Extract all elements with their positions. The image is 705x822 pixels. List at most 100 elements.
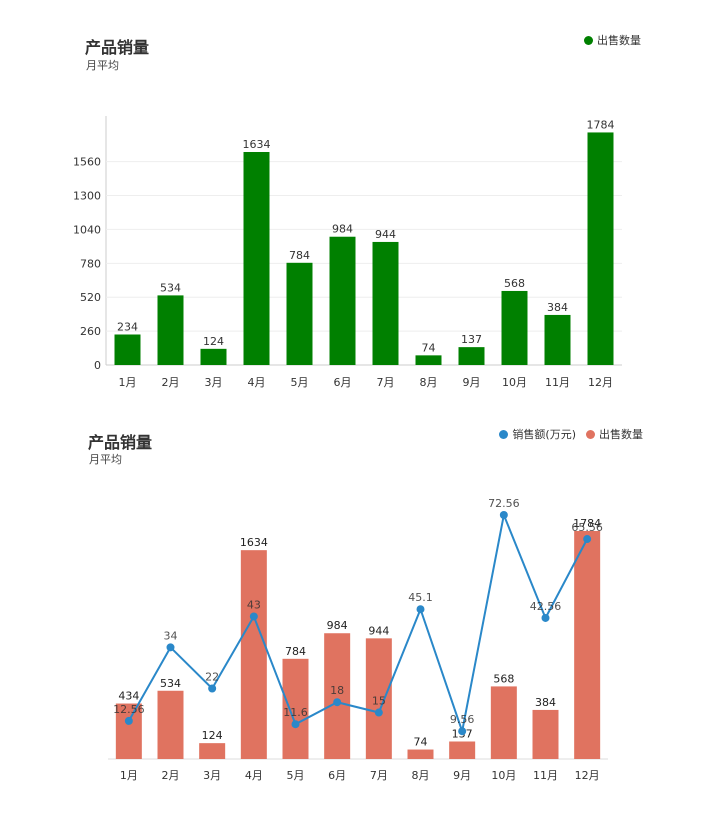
bar — [286, 262, 313, 365]
bar — [282, 658, 309, 759]
chart2-title: 产品销量 — [88, 433, 153, 452]
x-tick-label: 12月 — [588, 376, 613, 389]
chart2-legend: 销售额(万元) 出售数量 — [489, 426, 643, 442]
bar — [243, 152, 270, 365]
line-point — [208, 684, 217, 693]
data-label: 1634 — [243, 138, 271, 151]
bar-data-label: 568 — [493, 672, 514, 685]
bar — [587, 132, 614, 365]
bar — [157, 690, 184, 759]
x-tick-label: 7月 — [377, 376, 395, 389]
chart2-legend-item-line[interactable]: 销售额(万元) — [499, 426, 576, 442]
bar — [449, 741, 476, 759]
line-data-label: 72.56 — [488, 497, 520, 510]
line-data-label: 18 — [330, 684, 344, 697]
x-tick-label: 10月 — [502, 376, 527, 389]
line-point — [333, 698, 342, 707]
bar — [365, 638, 392, 759]
line-point — [124, 716, 133, 725]
line-point — [583, 535, 592, 544]
bar-data-label: 124 — [202, 729, 223, 742]
bar — [490, 686, 517, 759]
bar-data-label: 984 — [327, 619, 348, 632]
y-tick-label: 520 — [80, 291, 101, 304]
legend-dot-icon — [584, 35, 593, 45]
x-tick-label: 5月 — [287, 769, 305, 782]
bar — [114, 334, 141, 365]
bar — [240, 550, 267, 759]
bar — [324, 633, 351, 759]
line-point — [249, 612, 258, 621]
line-data-label: 34 — [164, 629, 178, 642]
x-tick-label: 9月 — [463, 376, 481, 389]
line-data-label: 43 — [247, 598, 261, 611]
chart2-legend-label-line: 销售额(万元) — [512, 428, 576, 441]
data-label: 137 — [461, 333, 482, 346]
bar-data-label: 434 — [118, 690, 139, 703]
y-tick-label: 260 — [80, 325, 101, 338]
x-tick-label: 2月 — [162, 769, 180, 782]
line-point — [541, 613, 550, 622]
line-data-label: 12.56 — [113, 703, 145, 716]
line-point — [374, 708, 383, 717]
chart1-legend: 出售数量 — [574, 32, 641, 48]
x-tick-label: 11月 — [545, 376, 570, 389]
bar — [574, 531, 601, 759]
x-tick-label: 12月 — [575, 769, 600, 782]
chart1-legend-label: 出售数量 — [597, 34, 641, 47]
line-point — [458, 727, 467, 736]
y-tick-label: 780 — [80, 257, 101, 270]
bar — [458, 347, 485, 365]
legend-dot-icon — [586, 429, 595, 439]
chart2-legend-item-bar[interactable]: 出售数量 — [586, 426, 643, 442]
bar — [157, 295, 184, 365]
legend-dot-icon — [499, 429, 509, 439]
bar-data-label: 1784 — [573, 517, 601, 530]
bar — [544, 314, 571, 365]
bar-data-label: 384 — [535, 696, 556, 709]
data-label: 1784 — [587, 118, 615, 131]
line-data-label: 9.56 — [450, 713, 475, 726]
chart2-legend-label-bar: 出售数量 — [599, 428, 643, 441]
x-tick-label: 8月 — [420, 376, 438, 389]
line-data-label: 45.1 — [408, 591, 433, 604]
data-label: 384 — [547, 301, 568, 314]
y-tick-label: 1300 — [73, 190, 101, 203]
bar — [199, 743, 226, 759]
chart2-subtitle: 月平均 — [89, 453, 122, 466]
line-data-label: 11.6 — [283, 706, 308, 719]
line-data-label: 42.56 — [530, 600, 562, 613]
x-tick-label: 3月 — [203, 769, 221, 782]
bar-data-label: 944 — [368, 624, 389, 637]
bar — [407, 749, 434, 759]
line-data-label: 65.56 — [571, 521, 603, 534]
chart1-title: 产品销量 — [85, 38, 150, 57]
bar — [372, 241, 399, 365]
x-tick-label: 11月 — [533, 769, 558, 782]
data-label: 234 — [117, 320, 138, 333]
y-tick-label: 1560 — [73, 156, 101, 169]
bar — [329, 236, 356, 365]
data-label: 124 — [203, 335, 224, 348]
x-tick-label: 3月 — [205, 376, 223, 389]
y-tick-label: 1040 — [73, 223, 101, 236]
data-label: 74 — [422, 341, 436, 354]
series-line — [127, 511, 589, 736]
x-tick-label: 8月 — [412, 769, 430, 782]
x-tick-label: 4月 — [245, 769, 263, 782]
data-label: 984 — [332, 223, 353, 236]
data-label: 944 — [375, 228, 396, 241]
x-tick-label: 5月 — [291, 376, 309, 389]
bar — [532, 709, 559, 759]
bar — [415, 355, 442, 365]
bar-data-label: 74 — [414, 736, 428, 749]
bar — [501, 290, 528, 365]
chart1-subtitle: 月平均 — [86, 59, 119, 72]
bar-data-label: 784 — [285, 645, 306, 658]
bar-data-label: 1634 — [240, 536, 268, 549]
x-tick-label: 4月 — [248, 376, 266, 389]
x-tick-label: 6月 — [328, 769, 346, 782]
chart1-legend-item[interactable]: 出售数量 — [584, 32, 641, 48]
x-tick-label: 10月 — [491, 769, 516, 782]
